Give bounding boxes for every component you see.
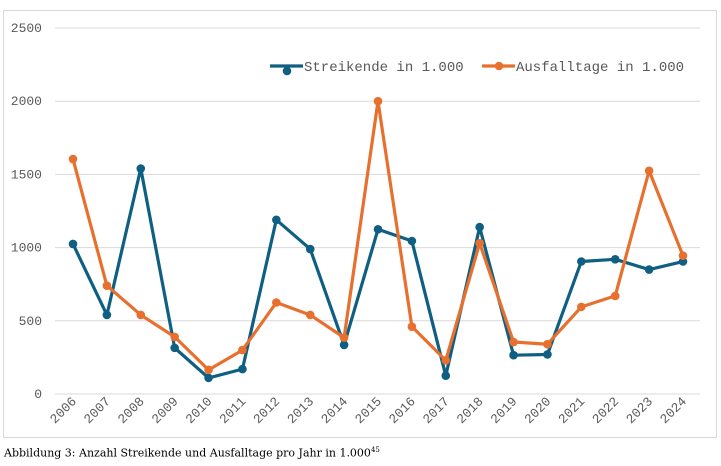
legend-label: Streikende in 1.000: [304, 60, 464, 76]
data-point: [509, 337, 518, 347]
legend-marker: [494, 61, 504, 71]
x-tick-label: 2006: [47, 394, 80, 427]
data-point: [509, 350, 518, 360]
data-point: [204, 373, 213, 383]
series-line: [71, 166, 684, 380]
data-point: [170, 343, 179, 353]
x-tick-label: 2014: [318, 394, 351, 427]
x-tick-label: 2012: [250, 394, 283, 427]
data-point: [305, 310, 315, 320]
data-point: [577, 302, 586, 312]
data-point: [238, 345, 247, 355]
data-point: [136, 310, 146, 320]
data-point: [238, 364, 247, 374]
x-tick-label: 2015: [352, 394, 385, 427]
data-point: [407, 236, 417, 246]
x-tick-label: 2007: [81, 394, 114, 427]
data-point: [543, 339, 552, 349]
x-tick-label: 2013: [284, 394, 317, 427]
y-tick-label: 0: [34, 387, 42, 402]
data-point: [441, 356, 451, 365]
y-tick-label: 2500: [11, 21, 42, 36]
data-point: [272, 298, 281, 307]
data-point: [204, 365, 213, 375]
data-point: [577, 257, 586, 266]
x-tick-label: 2020: [522, 394, 555, 427]
y-tick-label: 500: [19, 314, 42, 329]
y-tick-label: 2000: [11, 94, 42, 109]
data-point: [68, 154, 78, 164]
data-point: [543, 350, 552, 359]
x-tick-label: 2024: [657, 394, 690, 427]
data-point: [102, 310, 112, 320]
x-tick-label: 2019: [488, 394, 521, 427]
data-point: [441, 371, 451, 381]
data-point: [305, 244, 315, 254]
chart-frame: [3, 10, 717, 438]
y-tick-label: 1000: [11, 241, 42, 256]
legend-marker: [282, 66, 292, 76]
caption-footnote: 45: [370, 446, 380, 454]
caption-text: Abbildung 3: Anzahl Streikende und Ausfa…: [4, 446, 371, 460]
data-point: [339, 333, 349, 342]
x-tick-label: 2009: [149, 394, 182, 427]
data-point: [339, 340, 349, 350]
y-tick-label: 1500: [11, 167, 42, 182]
series-line: [71, 99, 685, 372]
x-tick-label: 2011: [217, 394, 250, 427]
data-point: [170, 332, 179, 342]
data-point: [644, 265, 654, 274]
data-point: [610, 255, 620, 264]
x-tick-label: 2022: [589, 394, 622, 427]
figure-caption: Abbildung 3: Anzahl Streikende und Ausfa…: [4, 446, 380, 460]
data-point: [373, 96, 383, 106]
data-point: [610, 291, 620, 301]
x-tick-label: 2010: [183, 394, 216, 427]
data-point: [475, 238, 484, 248]
data-point: [68, 239, 78, 249]
x-tick-label: 2008: [115, 394, 148, 427]
data-point: [407, 322, 417, 331]
data-point: [136, 164, 146, 173]
x-tick-label: 2016: [386, 394, 419, 427]
line-chart: 0 500 1000 1500 2000 2500 2006 2007 2008 2009 2010…: [11, 21, 700, 427]
data-point: [102, 281, 112, 290]
data-point: [644, 166, 654, 176]
x-tick-label: 2023: [623, 394, 656, 427]
x-tick-label: 2021: [555, 394, 588, 427]
data-point: [678, 251, 688, 260]
data-point: [475, 222, 484, 232]
x-tick-label: 2018: [454, 394, 487, 427]
legend-label: Ausfalltage in 1.000: [516, 60, 684, 76]
x-tick-label: 2017: [420, 394, 453, 427]
data-point: [373, 225, 383, 234]
data-point: [272, 215, 281, 225]
